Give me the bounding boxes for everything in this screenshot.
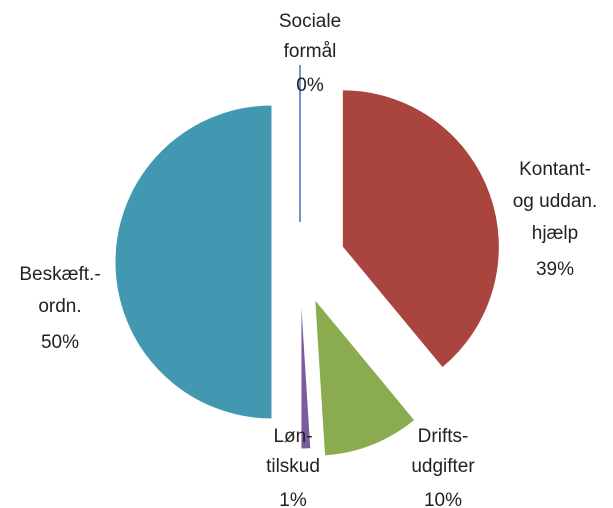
pie-slice <box>300 291 312 450</box>
slice-label: formål <box>284 41 337 62</box>
slice-label: Løn- <box>273 426 312 447</box>
slice-label: hjælp <box>532 223 578 244</box>
slice-label: Beskæft.- <box>19 264 100 285</box>
slice-value-label: 50% <box>41 332 79 353</box>
slice-label: tilskud <box>266 456 320 477</box>
slice-value-label: 39% <box>536 259 574 280</box>
slice-label: og uddan. <box>513 191 598 212</box>
slice-value-label: 10% <box>424 490 462 508</box>
slice-value-label: 0% <box>296 75 324 96</box>
pie-slice <box>314 297 416 457</box>
slice-label: ordn. <box>38 296 81 317</box>
slice-label: Sociale <box>279 11 341 32</box>
slice-label: Kontant- <box>519 159 591 180</box>
pie-slice <box>114 104 273 420</box>
slice-label: Drifts- <box>418 426 469 447</box>
slice-value-label: 1% <box>279 490 307 508</box>
pie-slice <box>341 89 500 369</box>
slice-label: udgifter <box>411 456 475 477</box>
